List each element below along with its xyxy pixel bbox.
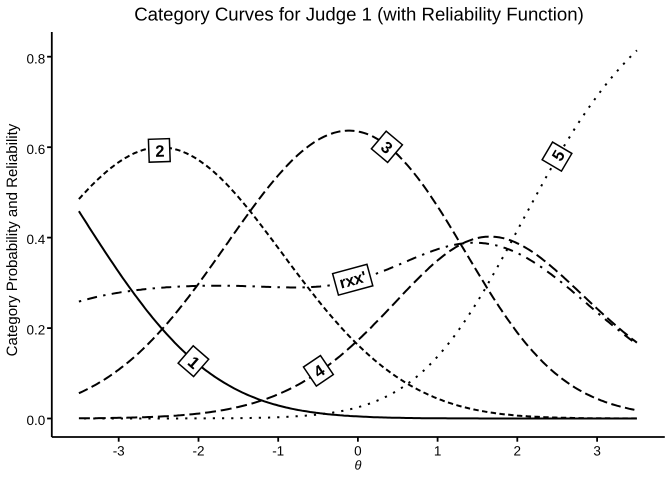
svg-text:θ: θ [355, 458, 362, 473]
svg-text:Category Curves for Judge 1 (w: Category Curves for Judge 1 (with Reliab… [134, 4, 584, 25]
svg-text:0.6: 0.6 [27, 142, 46, 157]
svg-text:1: 1 [434, 443, 442, 458]
svg-text:0.8: 0.8 [27, 51, 46, 66]
svg-text:0.0: 0.0 [27, 413, 46, 428]
svg-text:0: 0 [354, 443, 362, 458]
svg-text:Category Probability and Re: Category Probability and Reliability [4, 123, 21, 356]
svg-text:0.4: 0.4 [27, 232, 46, 247]
svg-text:-2: -2 [192, 443, 204, 458]
svg-text:-3: -3 [113, 443, 125, 458]
svg-text:3: 3 [593, 443, 601, 458]
svg-text:2: 2 [514, 443, 522, 458]
svg-text:0.2: 0.2 [27, 323, 46, 338]
svg-text:-1: -1 [272, 443, 284, 458]
svg-text:2: 2 [155, 143, 165, 161]
